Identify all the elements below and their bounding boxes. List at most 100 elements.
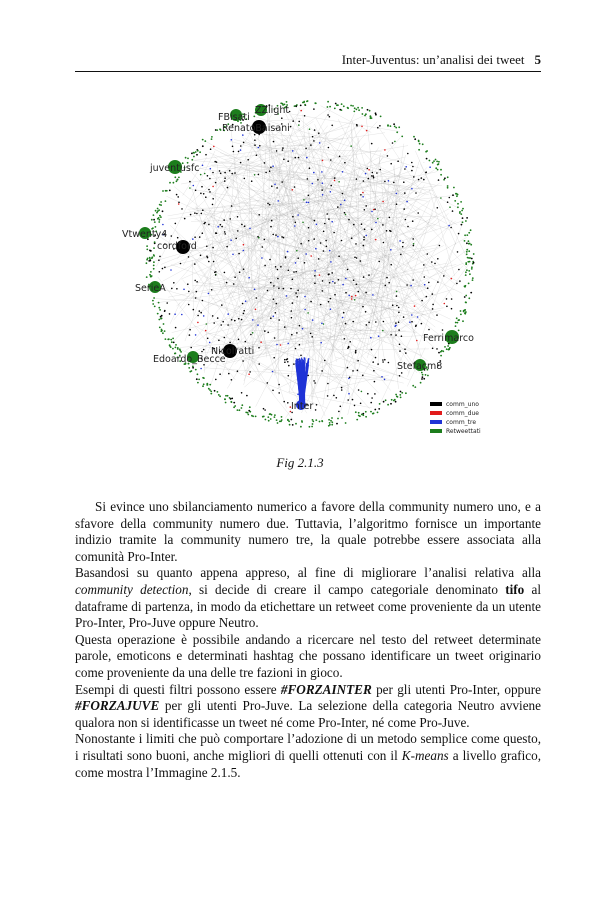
graph-edge bbox=[335, 264, 457, 290]
graph-node bbox=[305, 201, 308, 204]
graph-node bbox=[150, 271, 152, 273]
graph-node bbox=[365, 113, 367, 116]
graph-edge bbox=[242, 355, 307, 389]
graph-node bbox=[231, 145, 234, 148]
graph-node bbox=[435, 167, 438, 170]
graph-edge bbox=[246, 159, 450, 230]
graph-node bbox=[397, 306, 400, 309]
legend-swatch-comm-uno bbox=[430, 402, 442, 406]
graph-edge bbox=[227, 125, 357, 326]
graph-edge bbox=[338, 160, 420, 418]
graph-node bbox=[460, 223, 463, 226]
graph-node bbox=[213, 389, 216, 392]
graph-edge bbox=[267, 126, 351, 149]
graph-node bbox=[437, 364, 439, 367]
graph-node bbox=[465, 263, 468, 266]
graph-edge bbox=[377, 125, 422, 193]
graph-edge bbox=[366, 152, 381, 270]
graph-node bbox=[399, 240, 401, 242]
page-number: 5 bbox=[534, 52, 542, 67]
graph-node bbox=[310, 300, 312, 303]
graph-node bbox=[214, 129, 217, 131]
graph-node bbox=[436, 207, 439, 209]
graph-edge bbox=[407, 224, 463, 377]
graph-edge bbox=[393, 164, 398, 250]
graph-edge bbox=[256, 285, 427, 316]
graph-node bbox=[329, 191, 332, 193]
graph-edge bbox=[323, 113, 355, 180]
graph-edge bbox=[285, 113, 368, 277]
graph-node bbox=[425, 171, 427, 174]
graph-node bbox=[176, 178, 179, 181]
graph-node bbox=[242, 113, 244, 116]
graph-node bbox=[274, 414, 276, 416]
graph-node bbox=[274, 312, 277, 314]
p2-text-a: Basandosi su quanto appena appreso, al f… bbox=[75, 565, 541, 581]
graph-node bbox=[230, 401, 233, 403]
graph-node bbox=[313, 238, 315, 240]
graph-node bbox=[204, 221, 206, 224]
graph-node bbox=[273, 337, 276, 339]
graph-node bbox=[248, 406, 251, 409]
graph-node bbox=[375, 113, 377, 116]
label-juventusfc: juventusfc bbox=[149, 163, 199, 174]
graph-node bbox=[379, 168, 382, 171]
graph-node bbox=[218, 339, 220, 342]
graph-node bbox=[339, 108, 342, 111]
graph-node bbox=[395, 290, 398, 293]
graph-node bbox=[174, 352, 177, 355]
graph-node bbox=[457, 319, 460, 322]
graph-node bbox=[221, 304, 223, 306]
graph-edge bbox=[195, 169, 435, 316]
graph-node bbox=[314, 409, 317, 411]
label-serie: SerieA bbox=[135, 283, 166, 294]
graph-node bbox=[272, 315, 275, 318]
graph-node bbox=[154, 234, 156, 237]
graph-node bbox=[158, 306, 161, 309]
graph-node bbox=[278, 319, 280, 321]
graph-node bbox=[280, 266, 282, 268]
hub-node-stefano bbox=[414, 359, 426, 371]
graph-node bbox=[321, 290, 324, 292]
graph-edge bbox=[247, 128, 346, 340]
graph-edge bbox=[161, 221, 354, 269]
graph-node bbox=[334, 102, 337, 105]
graph-node bbox=[365, 324, 368, 326]
graph-edge bbox=[263, 369, 386, 379]
graph-node bbox=[189, 180, 191, 183]
graph-node bbox=[187, 362, 190, 365]
graph-node bbox=[401, 135, 404, 138]
graph-node bbox=[273, 416, 276, 418]
network-figure: ZZlight FBisati RenatoBaisani juventusfc… bbox=[105, 95, 515, 441]
graph-node bbox=[354, 351, 357, 353]
graph-node bbox=[382, 320, 385, 323]
graph-node bbox=[241, 302, 244, 305]
graph-node bbox=[281, 149, 284, 151]
graph-node bbox=[387, 124, 389, 126]
graph-node bbox=[242, 312, 245, 315]
graph-node bbox=[242, 268, 245, 270]
graph-node bbox=[176, 347, 179, 349]
graph-node bbox=[374, 408, 377, 411]
label-ratti: Nicolratti bbox=[211, 346, 254, 357]
graph-node bbox=[468, 270, 471, 272]
graph-node bbox=[267, 331, 269, 334]
graph-node bbox=[174, 313, 176, 315]
graph-node bbox=[276, 187, 278, 189]
graph-node bbox=[272, 298, 275, 300]
graph-node bbox=[319, 242, 322, 244]
graph-edge bbox=[297, 117, 437, 231]
graph-node bbox=[311, 336, 313, 338]
graph-node bbox=[362, 276, 365, 278]
graph-node bbox=[427, 374, 429, 377]
graph-node bbox=[466, 242, 468, 245]
graph-node bbox=[362, 196, 364, 198]
graph-node bbox=[436, 348, 438, 350]
graph-node bbox=[469, 257, 472, 259]
graph-node bbox=[305, 253, 307, 255]
graph-node bbox=[278, 420, 281, 423]
graph-edge bbox=[313, 147, 379, 248]
graph-edge bbox=[280, 127, 313, 343]
graph-node bbox=[449, 206, 451, 208]
graph-node bbox=[390, 402, 392, 405]
